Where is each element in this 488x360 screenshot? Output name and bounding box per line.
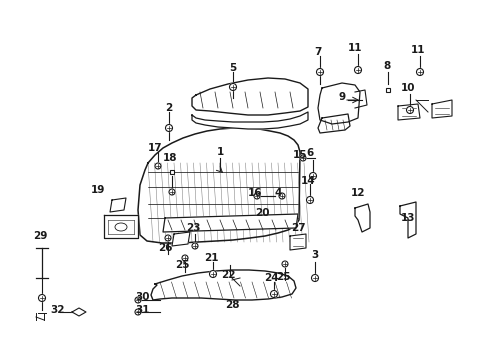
Text: 5: 5 — [229, 63, 236, 73]
Text: 19: 19 — [91, 185, 105, 195]
Text: 25: 25 — [174, 260, 189, 270]
Circle shape — [406, 107, 413, 113]
Text: 24: 24 — [263, 273, 278, 283]
Text: 28: 28 — [224, 300, 239, 310]
Text: 9: 9 — [338, 92, 345, 102]
Circle shape — [309, 172, 316, 180]
Polygon shape — [138, 128, 299, 243]
Circle shape — [279, 193, 285, 199]
Text: 12: 12 — [350, 188, 365, 198]
Circle shape — [416, 68, 423, 76]
Circle shape — [354, 67, 361, 73]
Text: 21: 21 — [203, 253, 218, 263]
Text: 1: 1 — [216, 147, 223, 157]
Circle shape — [164, 235, 171, 241]
Circle shape — [270, 291, 277, 297]
Circle shape — [299, 155, 305, 161]
Text: 26: 26 — [158, 243, 172, 253]
Text: 23: 23 — [185, 223, 200, 233]
Text: 25: 25 — [275, 272, 290, 282]
Polygon shape — [110, 198, 126, 212]
Text: 11: 11 — [410, 45, 425, 55]
Polygon shape — [104, 215, 138, 238]
Text: 14: 14 — [300, 176, 315, 186]
Text: 10: 10 — [400, 83, 414, 93]
Text: 2: 2 — [165, 103, 172, 113]
Polygon shape — [397, 104, 419, 120]
Text: 31: 31 — [136, 305, 150, 315]
FancyBboxPatch shape — [170, 170, 174, 174]
Circle shape — [155, 163, 161, 169]
Text: 6: 6 — [306, 148, 313, 158]
Polygon shape — [317, 83, 359, 124]
Text: 15: 15 — [292, 150, 306, 160]
Circle shape — [316, 68, 323, 76]
Text: 4: 4 — [274, 188, 281, 198]
Text: 32: 32 — [51, 305, 65, 315]
Text: 16: 16 — [247, 188, 262, 198]
Circle shape — [165, 125, 172, 131]
Polygon shape — [72, 308, 86, 316]
Polygon shape — [151, 270, 295, 300]
Text: 8: 8 — [383, 61, 390, 71]
Text: 18: 18 — [163, 153, 177, 163]
Text: 17: 17 — [147, 143, 162, 153]
Polygon shape — [192, 78, 307, 115]
Text: 7: 7 — [314, 47, 321, 57]
Text: 29: 29 — [33, 231, 47, 241]
Circle shape — [253, 193, 260, 199]
Circle shape — [311, 274, 318, 282]
Text: 13: 13 — [400, 213, 414, 223]
Text: 30: 30 — [136, 292, 150, 302]
Polygon shape — [317, 114, 349, 133]
Circle shape — [282, 261, 287, 267]
Polygon shape — [172, 232, 190, 246]
Polygon shape — [192, 112, 307, 129]
Polygon shape — [354, 204, 369, 232]
Polygon shape — [431, 100, 451, 118]
Text: 3: 3 — [311, 250, 318, 260]
Circle shape — [182, 255, 187, 261]
Circle shape — [135, 309, 141, 315]
Circle shape — [135, 297, 141, 303]
Circle shape — [169, 189, 175, 195]
Text: 11: 11 — [347, 43, 362, 53]
Text: 22: 22 — [220, 270, 235, 280]
FancyBboxPatch shape — [385, 88, 389, 92]
Text: 20: 20 — [254, 208, 269, 218]
Circle shape — [306, 197, 313, 203]
Ellipse shape — [115, 223, 127, 231]
Circle shape — [39, 294, 45, 302]
Circle shape — [229, 84, 236, 90]
Polygon shape — [163, 214, 297, 232]
Polygon shape — [399, 202, 415, 238]
Polygon shape — [289, 234, 305, 250]
Text: 27: 27 — [290, 223, 305, 233]
Circle shape — [192, 243, 198, 249]
Circle shape — [209, 270, 216, 278]
